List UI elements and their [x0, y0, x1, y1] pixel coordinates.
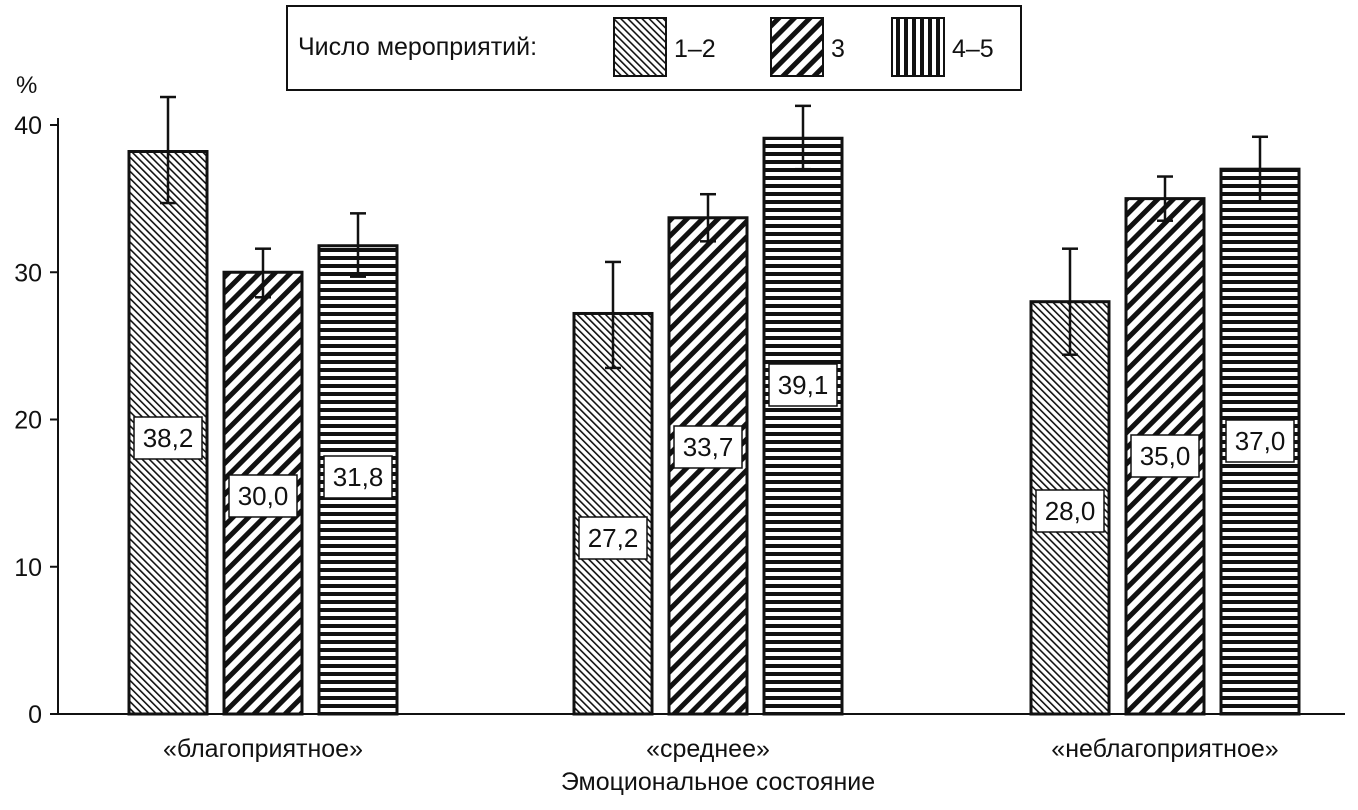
data-label-text: 37,0	[1235, 426, 1286, 456]
data-label-text: 27,2	[588, 523, 639, 553]
data-label: 30,0	[228, 474, 298, 518]
data-label: 33,7	[673, 425, 743, 469]
error-bar	[1252, 135, 1268, 203]
data-label-text: 39,1	[778, 370, 829, 400]
y-tick-label: 40	[14, 112, 42, 140]
data-label-text: 31,8	[333, 462, 384, 492]
data-label-text: 30,0	[238, 481, 289, 511]
data-label: 37,0	[1225, 419, 1295, 463]
data-label-text: 33,7	[683, 432, 734, 462]
x-axis-title: Эмоциональное состояние	[561, 768, 875, 796]
data-label: 31,8	[323, 455, 393, 499]
legend-label: 4–5	[952, 35, 994, 63]
error-bar	[605, 260, 621, 370]
error-bar	[350, 212, 366, 278]
y-tick-label: 10	[14, 554, 42, 582]
legend-item: 4–5	[891, 17, 994, 77]
error-bars	[160, 95, 1268, 370]
data-label-text: 28,0	[1045, 496, 1096, 526]
legend-items: 1–2 3 4–5	[613, 17, 994, 77]
data-label-box	[1035, 489, 1105, 533]
category-label: «благоприятное»	[163, 735, 363, 763]
data-label-text: 35,0	[1140, 441, 1191, 471]
data-label: 38,2	[133, 416, 203, 460]
data-label: 28,0	[1035, 489, 1105, 533]
y-ticks: 0 10 20 30 40	[14, 112, 58, 729]
legend-swatch	[770, 17, 824, 77]
error-bar	[795, 104, 811, 171]
data-label: 39,1	[768, 363, 838, 407]
bar	[572, 311, 654, 716]
category-label: «неблагоприятное»	[1051, 735, 1278, 763]
data-label-box	[133, 416, 203, 460]
data-label-box	[1130, 434, 1200, 478]
legend-swatch	[613, 17, 667, 77]
data-label-box	[768, 363, 838, 407]
bar	[762, 136, 844, 716]
y-tick-label: 0	[28, 701, 42, 729]
error-bar	[700, 192, 716, 243]
legend-title: Число мероприятий:	[298, 33, 537, 61]
data-label-box	[673, 425, 743, 469]
data-label-box	[1225, 419, 1295, 463]
y-axis-unit-label: %	[16, 72, 37, 99]
error-bar	[255, 247, 271, 299]
data-label-box	[323, 455, 393, 499]
category-label: «среднее»	[646, 735, 770, 763]
data-label: 27,2	[578, 516, 648, 560]
y-tick-label: 20	[14, 407, 42, 435]
legend-swatch	[891, 17, 945, 77]
value-labels: 38,2 30,0 31,8 27,2 33,7 39,1 28,0 35,0 37,0	[133, 363, 1295, 560]
data-label-box	[578, 516, 648, 560]
data-label-box	[228, 474, 298, 518]
legend-label: 1–2	[674, 35, 716, 63]
error-bar	[1062, 247, 1078, 356]
error-bar	[1157, 175, 1173, 222]
error-bar	[160, 95, 176, 205]
data-label: 35,0	[1130, 434, 1200, 478]
legend-item: 3	[770, 17, 845, 77]
category-labels: «благоприятное» «среднее» «неблагоприятное…	[163, 735, 1279, 763]
legend-item: 1–2	[613, 17, 716, 77]
y-tick-label: 30	[14, 259, 42, 287]
legend-label: 3	[831, 35, 845, 63]
data-label-text: 38,2	[143, 423, 194, 453]
legend: Число мероприятий: 1–2 3 4–5	[286, 5, 1022, 91]
